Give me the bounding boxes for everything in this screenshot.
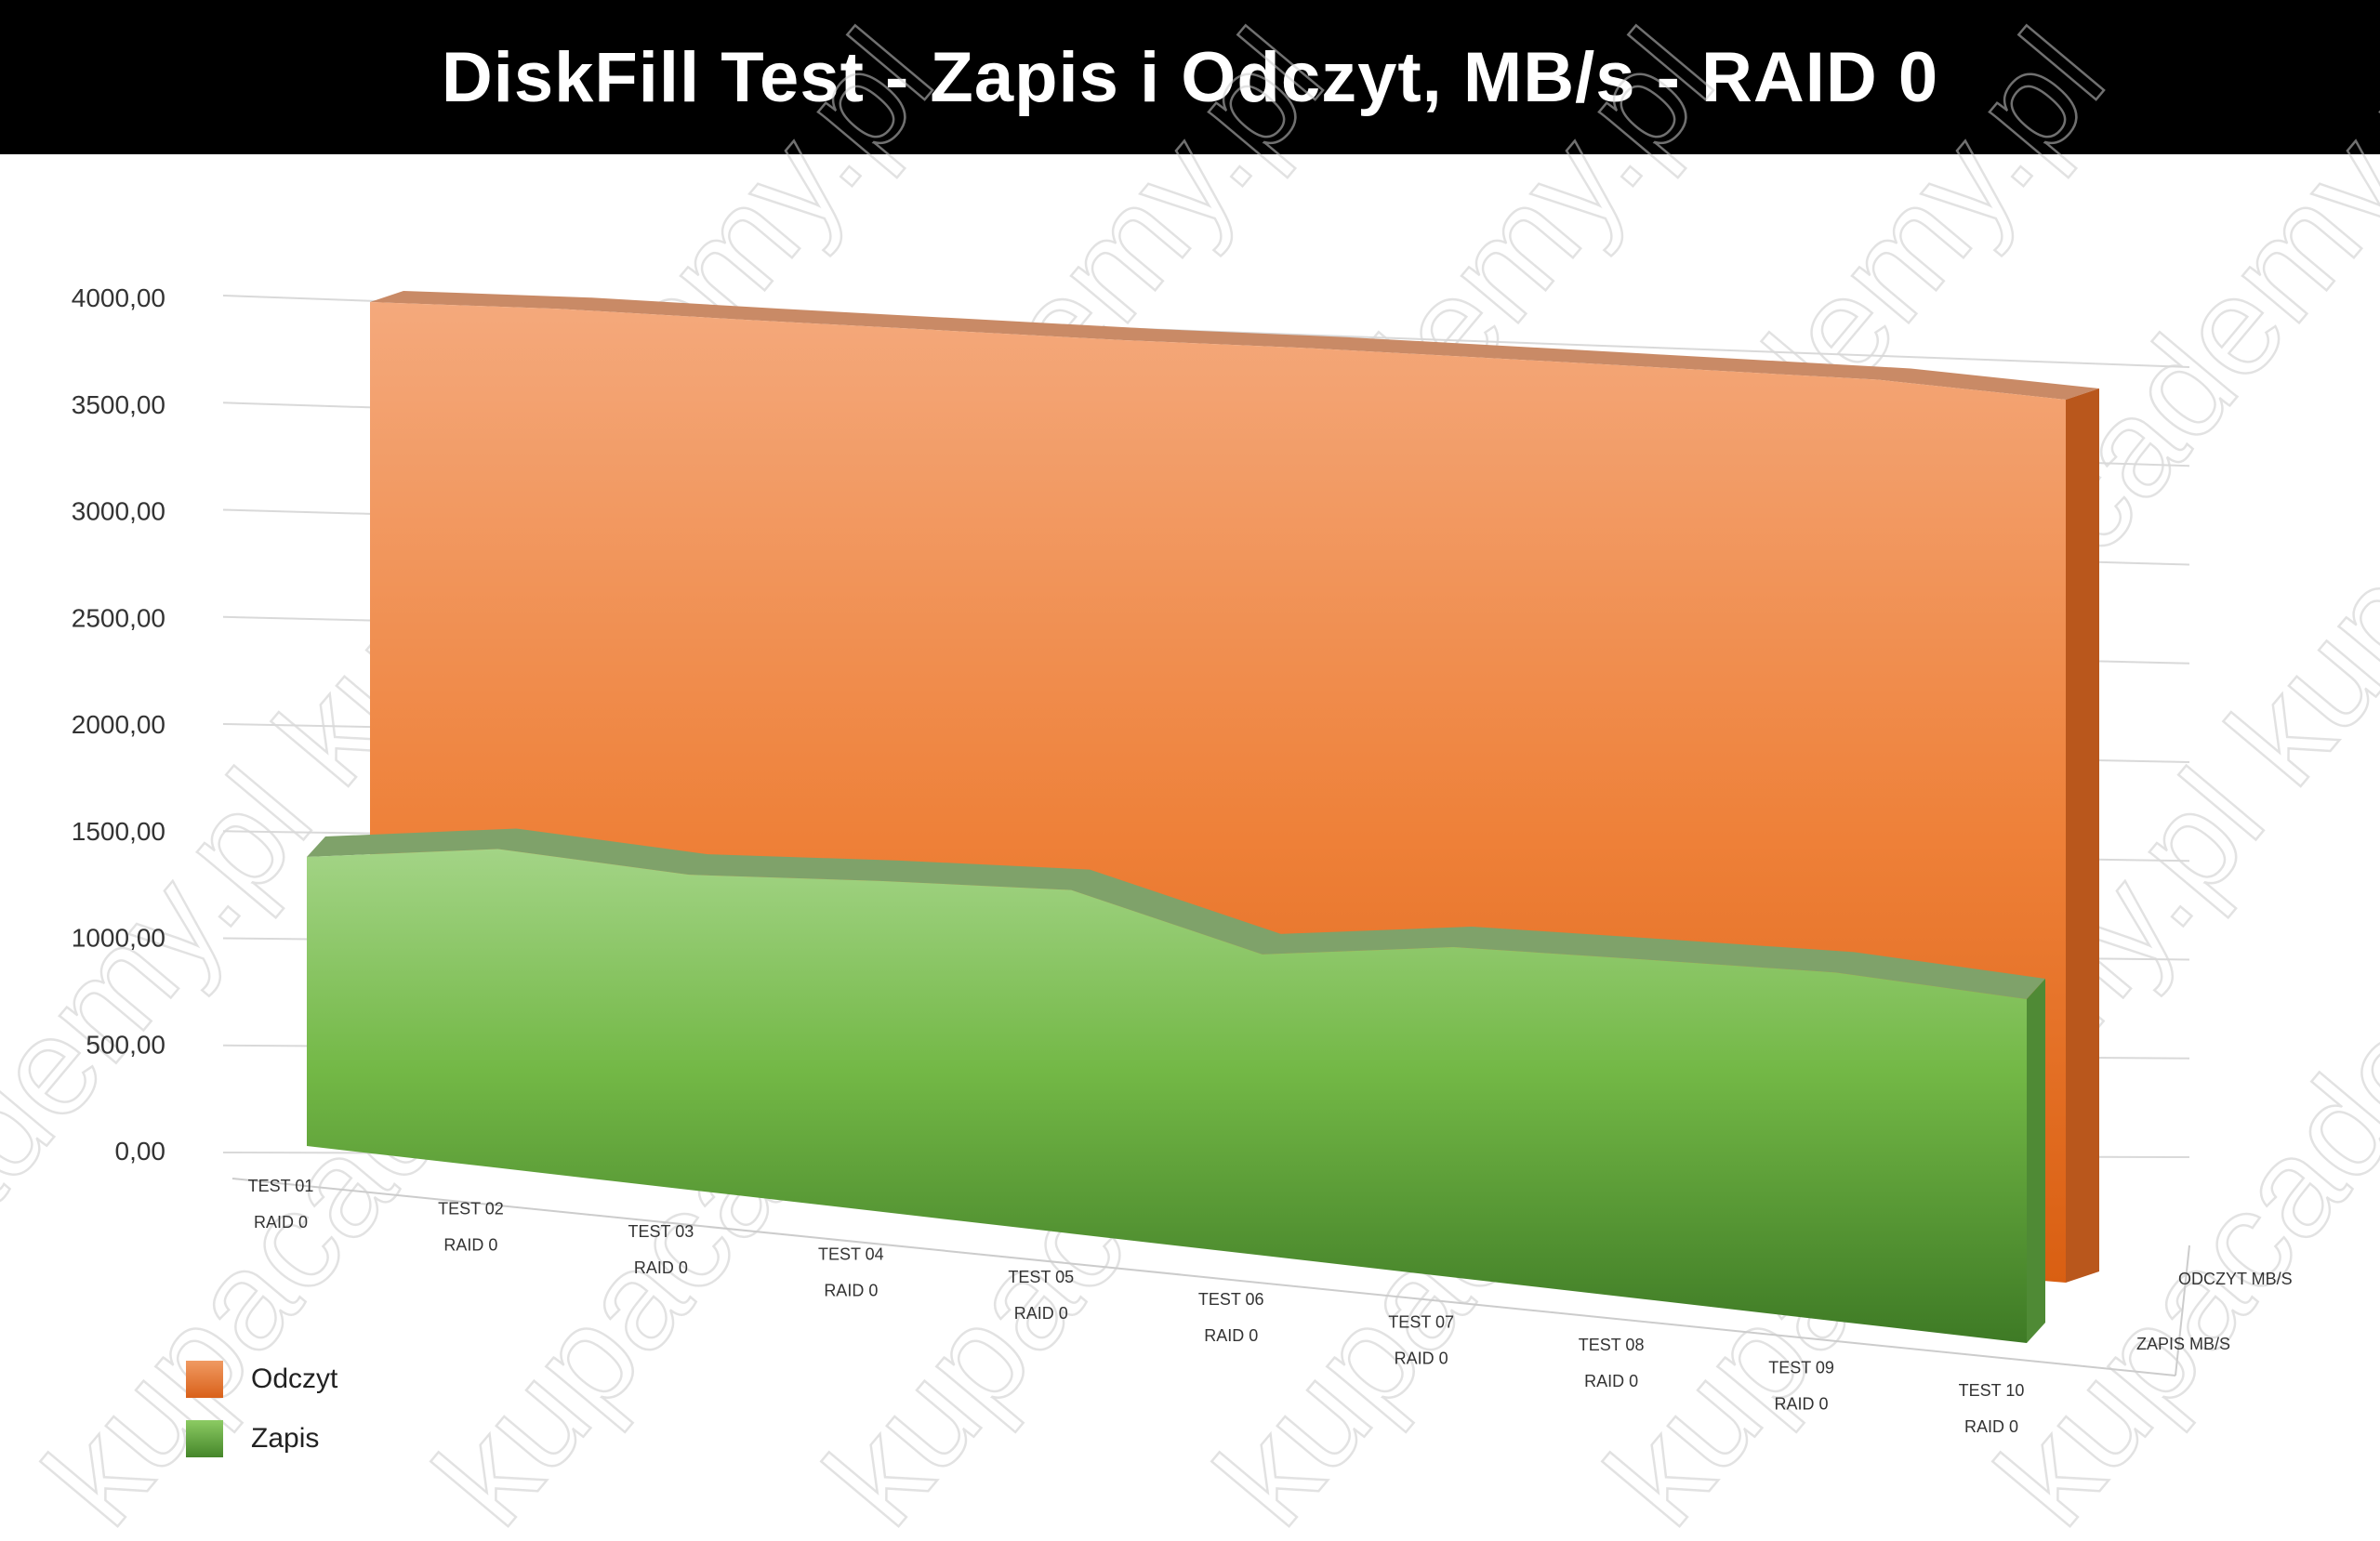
x-tick-sublabel: RAID 0 — [1395, 1350, 1448, 1368]
x-tick-label: TEST 10 — [1959, 1381, 2025, 1400]
series-zapis-top — [307, 828, 2045, 999]
depth-label-odczyt: ODCZYT MB/S — [2178, 1270, 2293, 1288]
y-axis-ticks: 0,00 500,00 1000,00 1500,00 2000,00 2500,00 30… — [72, 283, 165, 1166]
y-tick-label: 3500,00 — [72, 390, 165, 419]
chart-title-bar: DiskFill Test - Zapis i Odczyt, MB/s - R… — [0, 0, 2380, 154]
legend: Odczyt Zapis — [186, 1350, 337, 1469]
x-tick-sublabel: RAID 0 — [254, 1213, 308, 1231]
legend-item-odczyt: Odczyt — [186, 1350, 337, 1409]
x-tick-sublabel: RAID 0 — [1014, 1304, 1068, 1323]
x-tick-label: TEST 05 — [1008, 1268, 1074, 1286]
x-tick-sublabel: RAID 0 — [634, 1258, 688, 1277]
legend-swatch-zapis — [186, 1420, 223, 1457]
x-tick-sublabel: RAID 0 — [1964, 1417, 2018, 1436]
x-tick-label: TEST 07 — [1388, 1313, 1454, 1332]
x-tick-sublabel: RAID 0 — [1775, 1395, 1829, 1414]
chart-title: DiskFill Test - Zapis i Odczyt, MB/s - R… — [441, 37, 1939, 117]
legend-swatch-odczyt — [186, 1361, 223, 1398]
series-zapis-side — [2027, 979, 2045, 1343]
x-tick-sublabel: RAID 0 — [1204, 1326, 1258, 1345]
y-tick-label: 2500,00 — [72, 603, 165, 632]
x-tick-sublabel: RAID 0 — [443, 1235, 497, 1254]
legend-label-zapis: Zapis — [251, 1423, 320, 1454]
legend-label-odczyt: Odczyt — [251, 1363, 338, 1394]
depth-label-zapis: ZAPIS MB/S — [2136, 1335, 2230, 1353]
y-tick-label: 500,00 — [86, 1030, 165, 1059]
x-tick-label: TEST 03 — [628, 1222, 694, 1241]
depth-axis-labels: ODCZYT MB/S ZAPIS MB/S — [2136, 1270, 2293, 1353]
floor-line — [231, 1178, 2176, 1376]
series-layer — [307, 291, 2099, 1343]
legend-item-zapis: Zapis — [186, 1409, 337, 1469]
y-tick-label: 1000,00 — [72, 924, 165, 953]
series-odczyt-top — [370, 291, 2099, 400]
y-tick-label: 2000,00 — [72, 710, 165, 739]
x-tick-label: TEST 01 — [248, 1177, 314, 1195]
x-tick-label: TEST 09 — [1768, 1359, 1834, 1377]
x-axis-ticks: TEST 01 RAID 0 TEST 02 RAID 0 TEST 03 RAID 0 T… — [248, 1177, 2025, 1436]
y-tick-label: 3000,00 — [72, 497, 165, 526]
chart-floor — [231, 1178, 2190, 1376]
y-tick-label: 4000,00 — [72, 283, 165, 312]
floor-line — [2175, 1245, 2190, 1376]
x-tick-label: TEST 04 — [818, 1245, 884, 1263]
x-tick-label: TEST 02 — [438, 1199, 504, 1218]
x-tick-sublabel: RAID 0 — [824, 1281, 878, 1299]
x-tick-sublabel: RAID 0 — [1584, 1372, 1638, 1390]
y-tick-label: 0,00 — [115, 1137, 166, 1166]
series-zapis-front — [307, 849, 2027, 1343]
y-tick-label: 1500,00 — [72, 817, 165, 846]
series-odczyt-side — [2066, 389, 2099, 1283]
x-tick-label: TEST 08 — [1579, 1336, 1645, 1354]
x-tick-label: TEST 06 — [1198, 1290, 1264, 1309]
